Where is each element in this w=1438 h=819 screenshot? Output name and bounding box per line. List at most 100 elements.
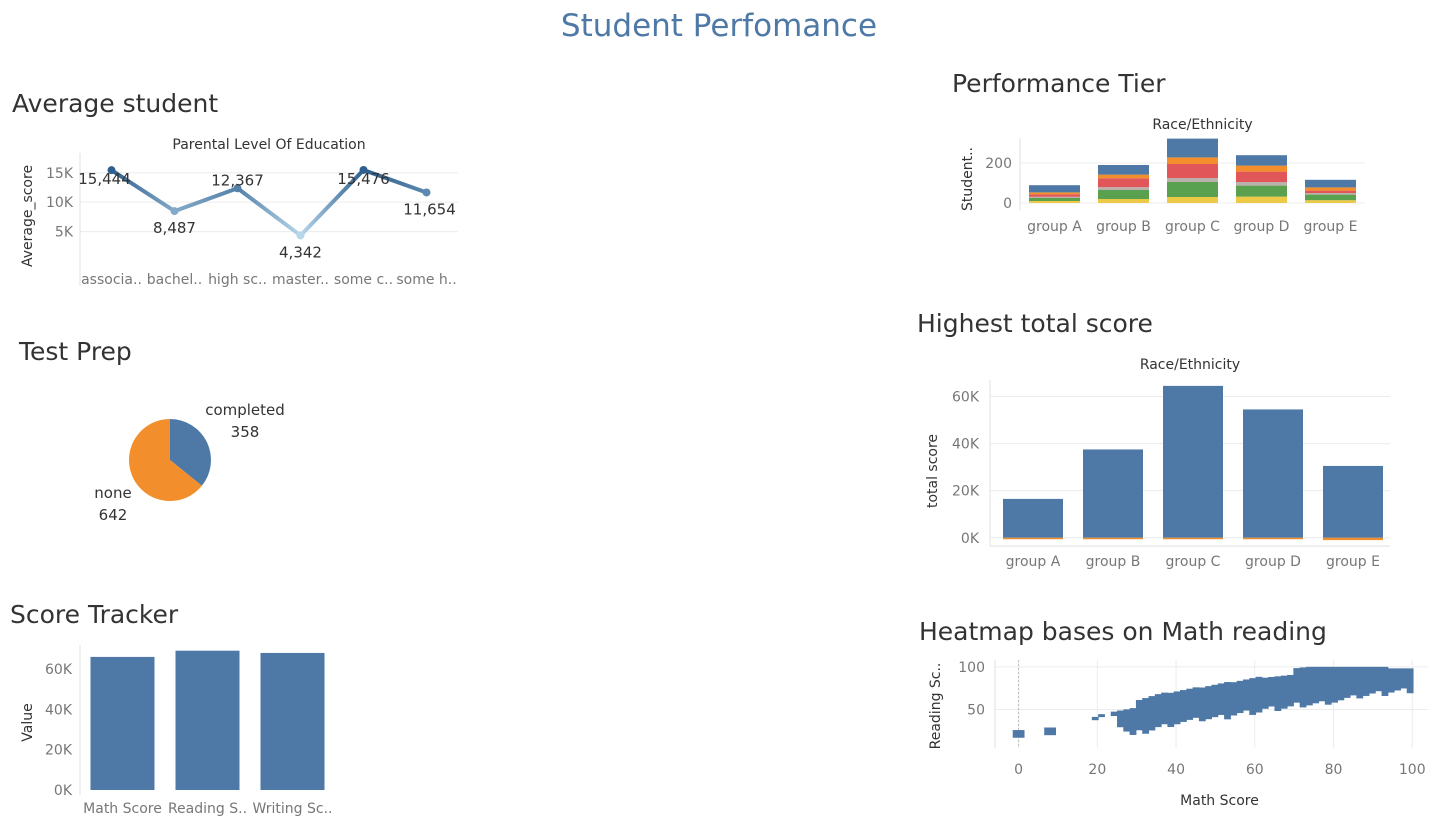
bar-segment	[1029, 196, 1080, 198]
x-tick-label: group B	[1096, 219, 1151, 235]
y-tick-label: 60K	[952, 389, 980, 405]
data-point	[233, 184, 242, 193]
x-tick-label: group D	[1234, 219, 1290, 235]
heat-cell	[1406, 668, 1414, 694]
heat-cell	[1268, 677, 1275, 707]
bar	[1163, 385, 1223, 538]
bar-segment	[1098, 190, 1149, 199]
bar-segment	[1167, 138, 1218, 158]
x-tick-label: 20	[1088, 762, 1106, 778]
line-segment	[235, 186, 303, 238]
x-axis-title: Math Score	[1180, 793, 1259, 809]
heat-cell	[1287, 674, 1294, 707]
x-tick-label: group C	[1166, 554, 1221, 570]
slice-label: completed	[205, 401, 285, 419]
y-tick-label: 20K	[45, 743, 73, 759]
y-tick-label: 100	[958, 660, 985, 676]
heat-cell	[1368, 666, 1376, 694]
y-axis-title: Average_score	[20, 165, 36, 267]
heat-cell	[1135, 700, 1143, 731]
test-prep-pie-chart[interactable]: completed 358 none 642	[80, 390, 320, 540]
bar-segment	[1029, 198, 1080, 201]
bar-segment	[1098, 178, 1149, 188]
bar-segment	[1305, 190, 1356, 193]
x-tick-label: 80	[1325, 762, 1343, 778]
line-segment	[361, 167, 429, 195]
highest-total-score-chart[interactable]: Race/Ethnicity 0K 20K 40K 60K total score grou…	[915, 350, 1415, 580]
data-label: 15,444	[78, 170, 131, 188]
average-student-chart[interactable]: Parental Level Of Education 5K 10K 15K Avera…	[0, 130, 470, 300]
y-tick-label: 0K	[54, 783, 73, 799]
data-label: 11,654	[403, 200, 456, 218]
heat-cell	[1337, 666, 1345, 701]
bar-accent	[1243, 537, 1303, 540]
x-tick-label: Math Score	[83, 801, 162, 817]
heat-cell	[1192, 687, 1200, 718]
bar-accent	[1323, 537, 1383, 541]
bar	[1323, 465, 1383, 538]
heat-cell	[1236, 680, 1244, 714]
bar-segment	[1236, 165, 1287, 172]
data-point	[296, 231, 305, 240]
heat-cell	[1305, 666, 1313, 706]
heatmap-chart[interactable]: 0 20 40 60 80 100 50 100 Math Score Reading Sc..	[915, 655, 1435, 815]
x-tick-label: some h..	[396, 272, 456, 288]
y-tick-label: 40K	[952, 437, 980, 453]
bar	[1243, 409, 1303, 538]
x-tick-label: Writing Sc..	[253, 801, 333, 817]
heat-cell	[1255, 676, 1263, 713]
heat-cell	[1167, 692, 1175, 727]
bar-segment	[1029, 185, 1080, 193]
heat-cell	[1293, 668, 1301, 703]
bar-accent	[1163, 537, 1223, 540]
heat-cell	[1381, 666, 1389, 696]
heat-cell	[1312, 666, 1320, 704]
bar	[1003, 498, 1063, 538]
x-tick-label: some c..	[334, 272, 393, 288]
x-tick-label: master..	[272, 272, 329, 288]
bar-accent	[1003, 537, 1063, 540]
bar-segment	[1098, 187, 1149, 190]
dashboard-title: Student Perfomance	[560, 8, 878, 44]
heat-cell	[1154, 694, 1162, 728]
heat-cell	[1173, 691, 1181, 725]
x-tick-label: high sc..	[208, 272, 267, 288]
heat-cell	[1117, 710, 1124, 728]
heat-cell	[1098, 714, 1105, 718]
x-tick-label: group C	[1165, 219, 1220, 235]
bar-segment	[1305, 194, 1356, 201]
y-tick-label: 50	[967, 703, 985, 719]
bar-segment	[1236, 185, 1287, 197]
x-tick-label: 100	[1399, 762, 1426, 778]
heat-cell	[1186, 688, 1194, 720]
bar	[90, 656, 155, 790]
y-axis-title: Value	[20, 703, 36, 741]
x-tick-label: group E	[1326, 554, 1380, 570]
heat-cell	[1331, 666, 1338, 703]
heat-cell	[1230, 682, 1238, 716]
heat-cell	[1280, 675, 1288, 709]
x-tick-label: group B	[1086, 554, 1141, 570]
slice-value-label: 358	[231, 423, 260, 441]
bar-segment	[1098, 174, 1149, 179]
bar-segment	[1167, 197, 1218, 203]
test-prep-title: Test Prep	[19, 337, 132, 366]
data-label: 4,342	[279, 243, 322, 261]
line-segment	[172, 186, 240, 214]
bar-segment	[1167, 157, 1218, 164]
y-axis-title: total score	[925, 434, 941, 508]
heat-cell	[1180, 690, 1187, 722]
performance-tier-chart[interactable]: Race/Ethnicity 0 200 Student.. group A group …	[950, 110, 1390, 245]
performance-tier-title: Performance Tier	[952, 69, 1166, 98]
line-segment	[298, 167, 366, 238]
y-tick-label: 0	[1003, 196, 1012, 212]
x-tick-label: associa..	[81, 272, 142, 288]
heat-cell	[1324, 666, 1332, 705]
data-point	[170, 207, 179, 216]
y-tick-label: 20K	[952, 484, 980, 500]
average-student-title: Average student	[12, 89, 219, 118]
bar-segment	[1236, 196, 1287, 203]
heat-cell	[1343, 666, 1351, 698]
score-tracker-chart[interactable]: 0K 20K 40K 60K Value Math Score Reading S.. Wri…	[0, 640, 360, 819]
heat-cell	[1224, 682, 1231, 720]
